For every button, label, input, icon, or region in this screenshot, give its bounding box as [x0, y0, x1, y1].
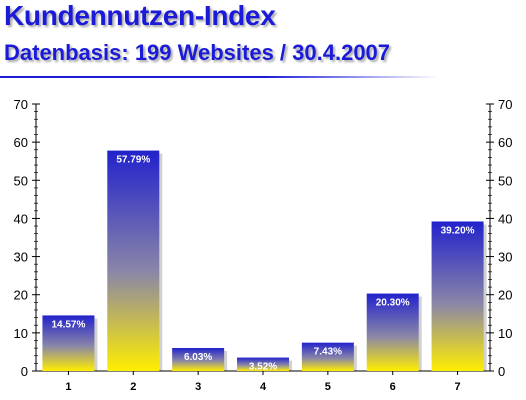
header-divider — [0, 76, 440, 78]
bar — [366, 293, 419, 371]
x-tick-label: 3 — [195, 381, 201, 393]
y-tick-label-left: 60 — [14, 135, 28, 150]
y-tick-label-right: 30 — [498, 250, 512, 265]
y-tick-label-right: 0 — [498, 364, 505, 379]
y-tick-label-left: 30 — [14, 250, 28, 265]
x-tick-label: 6 — [390, 381, 396, 393]
x-tick-label: 7 — [455, 381, 461, 393]
y-tick-label-right: 70 — [498, 97, 512, 112]
bar — [107, 150, 160, 371]
bar — [237, 357, 289, 371]
y-tick-label-left: 10 — [14, 326, 28, 341]
bar — [431, 221, 484, 371]
bar — [172, 347, 225, 371]
bar — [301, 342, 354, 371]
y-tick-label-right: 40 — [498, 211, 512, 226]
y-tick-label-left: 40 — [14, 211, 28, 226]
data-label: 14.57% — [51, 319, 85, 330]
y-tick-label-left: 20 — [14, 288, 28, 303]
data-label: 3.52% — [249, 362, 277, 373]
chart-bars — [42, 150, 487, 371]
y-tick-label-right: 60 — [498, 135, 512, 150]
y-tick-label-right: 20 — [498, 288, 512, 303]
data-label: 6.03% — [184, 352, 212, 363]
chart-subtitle: Datenbasis: 199 Websites / 30.4.2007 — [4, 40, 391, 65]
bar — [42, 315, 95, 371]
y-tick-label-left: 70 — [14, 97, 28, 112]
x-tick-label: 1 — [65, 381, 71, 393]
x-tick-label: 4 — [260, 381, 267, 393]
y-tick-label-left: 0 — [21, 364, 28, 379]
x-tick-label: 5 — [325, 381, 331, 393]
x-tick-label: 2 — [130, 381, 136, 393]
data-label: 57.79% — [116, 155, 150, 166]
data-label: 39.20% — [441, 225, 475, 236]
data-label: 7.43% — [314, 347, 342, 358]
chart-labels: 14.57% 1 57.79% 2 6.03% 3 3.52% 4 7.43% 5 20.30% 6 3… — [51, 155, 474, 393]
data-label: 20.30% — [376, 298, 410, 309]
y-tick-label-left: 50 — [14, 173, 28, 188]
y-tick-label-right: 50 — [498, 173, 512, 188]
chart-title: Kundennutzen-Index — [4, 0, 276, 31]
y-tick-label-right: 10 — [498, 326, 512, 341]
